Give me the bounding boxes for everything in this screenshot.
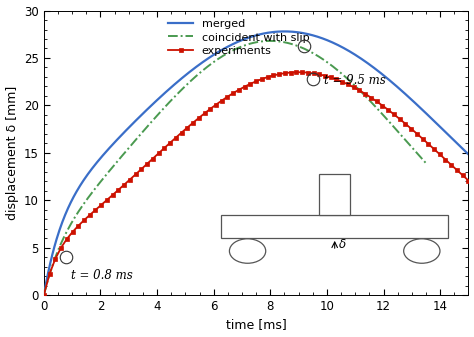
X-axis label: time [ms]: time [ms] bbox=[226, 318, 286, 332]
Y-axis label: displacement δ [mm]: displacement δ [mm] bbox=[6, 86, 18, 220]
Text: t = 9.5 ms: t = 9.5 ms bbox=[324, 73, 386, 87]
Legend: merged, coincident with slip, experiments: merged, coincident with slip, experiment… bbox=[168, 19, 309, 56]
Text: t = 0.8 ms: t = 0.8 ms bbox=[71, 269, 133, 282]
